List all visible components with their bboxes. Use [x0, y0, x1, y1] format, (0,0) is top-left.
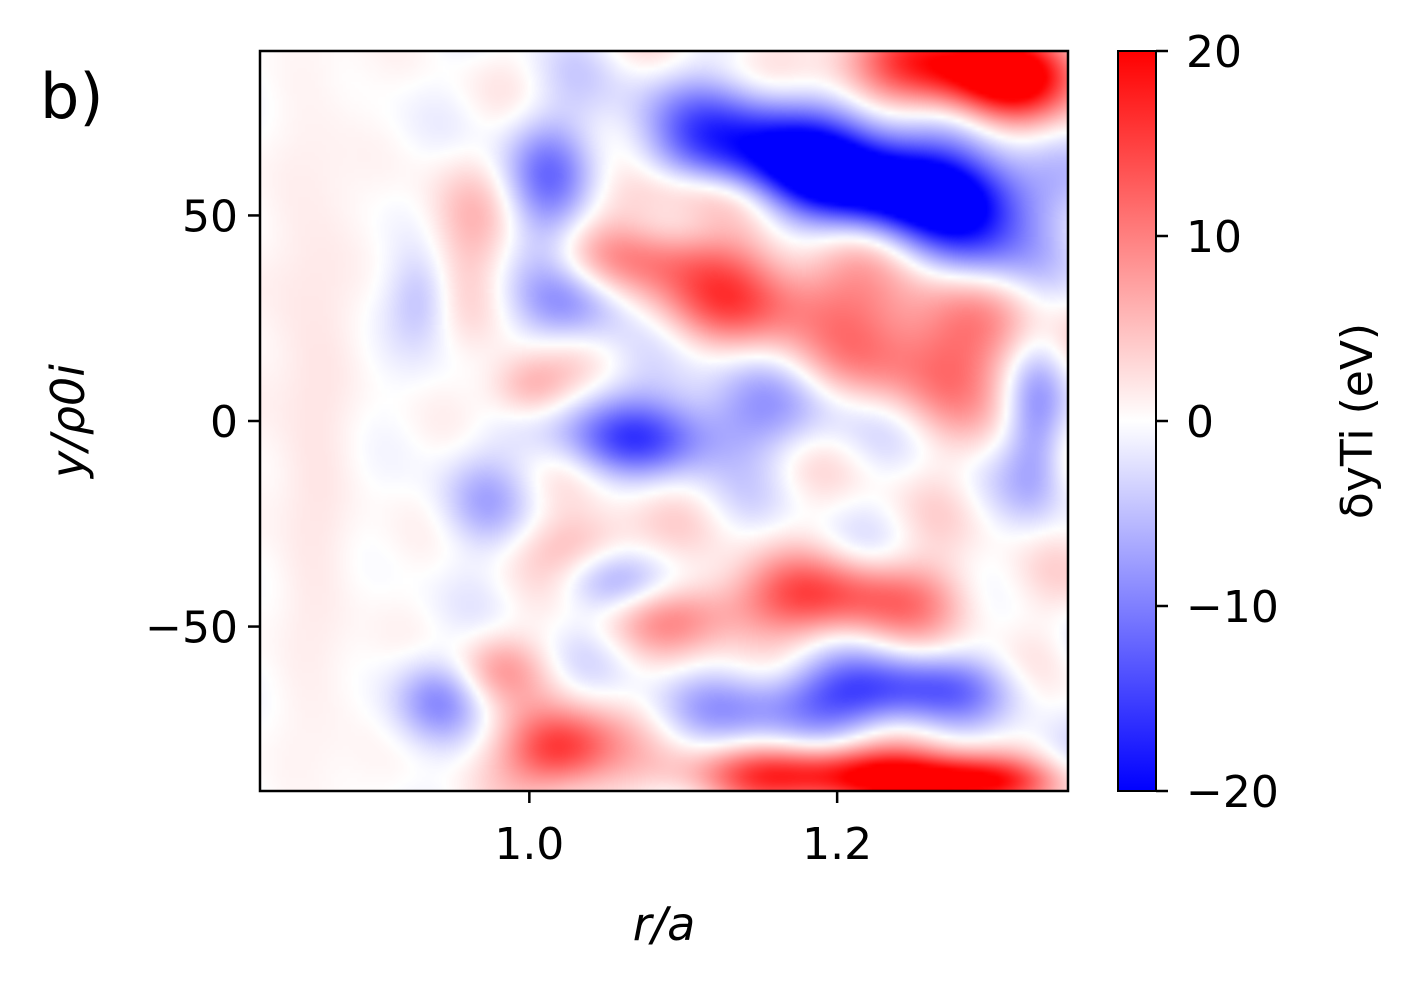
x-axis-label: r/a [633, 897, 696, 951]
y-tick-label: 50 [182, 191, 238, 242]
colorbar-tick-label: −20 [1186, 767, 1279, 818]
x-ticks: 1.0 1.2 [494, 791, 872, 870]
colorbar-label: δyTi (eV) [1332, 323, 1383, 519]
heatmap-canvas [260, 51, 1068, 791]
colorbar-tick-label: 20 [1186, 27, 1242, 78]
y-ticks: 50 0 −50 [145, 191, 260, 654]
heatmap-image-container [260, 51, 1068, 791]
panel-label: b) [40, 60, 104, 133]
x-tick-label: 1.0 [494, 819, 564, 870]
colorbar: 20 10 0 −10 −20 δyTi (eV) [1117, 27, 1383, 818]
colorbar-tick-label: −10 [1186, 582, 1279, 633]
y-tick-label: −50 [145, 603, 238, 654]
y-tick-label: 0 [210, 397, 238, 448]
colorbar-tick-label: 10 [1186, 212, 1242, 263]
colorbar-gradient [1117, 50, 1157, 792]
heatmap-plot [258, 49, 1070, 793]
y-axis-label: y/ρ0i [41, 364, 95, 480]
colorbar-tick-label: 0 [1186, 397, 1214, 448]
x-tick-label: 1.2 [802, 819, 872, 870]
colorbar-ticks: 20 10 0 −10 −20 [1156, 27, 1279, 818]
